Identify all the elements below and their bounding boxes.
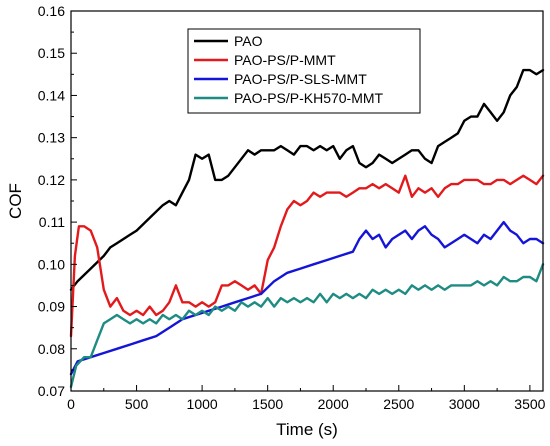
x-tick-label: 1500 xyxy=(252,396,283,412)
legend-label: PAO-PS/P-KH570-MMT xyxy=(234,90,384,106)
x-tick-label: 3000 xyxy=(449,396,480,412)
y-tick-label: 0.10 xyxy=(38,256,65,272)
y-tick-label: 0.13 xyxy=(38,130,65,146)
series-line-0 xyxy=(69,68,545,291)
legend-label: PAO xyxy=(234,33,263,49)
x-tick-label: 2000 xyxy=(318,396,349,412)
x-tick-label: 500 xyxy=(125,396,149,412)
series-layer xyxy=(69,68,545,388)
y-tick-label: 0.11 xyxy=(39,214,65,230)
legend-label: PAO-PS/P-SLS-MMT xyxy=(234,71,367,87)
series-line-2 xyxy=(69,220,545,376)
x-tick-label: 3500 xyxy=(514,396,545,412)
y-tick-label: 0.12 xyxy=(38,172,65,188)
x-tick-label: 0 xyxy=(67,396,75,412)
y-tick-label: 0.08 xyxy=(38,341,65,357)
series-line-1 xyxy=(69,174,545,338)
y-tick-label: 0.07 xyxy=(38,383,65,399)
legend-label: PAO-PS/P-MMT xyxy=(234,52,336,68)
y-axis-title: COF xyxy=(6,183,25,219)
series-line-3 xyxy=(69,263,545,388)
x-tick-label: 1000 xyxy=(187,396,218,412)
y-tick-label: 0.16 xyxy=(38,3,65,19)
ticks-layer: 0 500 1000 1500 2000 2500 3000 3500 0.07 0.08 0.09… xyxy=(38,3,546,412)
x-tick-label: 2500 xyxy=(383,396,414,412)
y-tick-label: 0.15 xyxy=(38,45,65,61)
legend: PAO PAO-PS/P-MMT PAO-PS/P-SLS-MMT PAO-PS/P-… xyxy=(187,28,421,114)
x-axis-title: Time (s) xyxy=(276,420,338,439)
y-tick-label: 0.09 xyxy=(38,299,65,315)
y-tick-label: 0.14 xyxy=(38,87,65,103)
